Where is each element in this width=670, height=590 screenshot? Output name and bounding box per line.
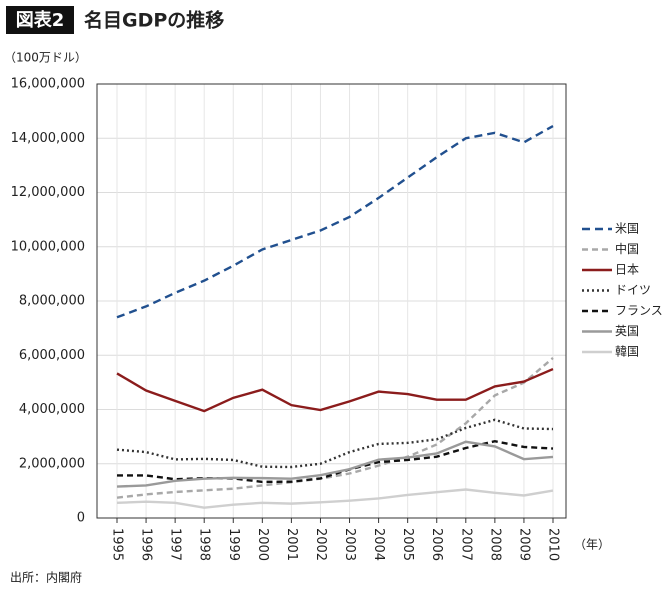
legend-label: フランス xyxy=(615,304,663,318)
badge-box xyxy=(6,6,74,34)
legend-label: 米国 xyxy=(615,222,639,236)
x-tick-label: 1996 xyxy=(139,528,154,561)
y-tick-label: 16,000,000 xyxy=(11,77,85,92)
source: 出所：内閣府 xyxy=(10,570,82,585)
series-line xyxy=(116,124,554,319)
y-tick-label: 0 xyxy=(77,511,85,526)
y-tick-label: 12,000,000 xyxy=(11,185,85,200)
x-tick-label: 2000 xyxy=(255,528,270,561)
chart-title: 名目GDPの推移 xyxy=(84,9,224,32)
y-unit: （100万ドル） xyxy=(4,51,87,65)
series-line xyxy=(116,440,554,488)
series-line xyxy=(116,357,554,499)
plot-frame xyxy=(96,83,567,519)
x-tick-label: 2010 xyxy=(546,528,561,561)
x-tick-label: 2009 xyxy=(516,528,531,561)
x-tick-label: 2005 xyxy=(400,528,415,561)
badge: 図表2 xyxy=(16,9,65,31)
legend-label: 日本 xyxy=(615,263,639,277)
y-tick-label: 6,000,000 xyxy=(19,348,85,363)
legend-label: ドイツ xyxy=(615,283,651,297)
x-tick-label: 2002 xyxy=(313,528,328,561)
legend-label: 中国 xyxy=(615,241,639,256)
x-tick-label: 2001 xyxy=(284,528,299,561)
y-tick-label: 4,000,000 xyxy=(19,402,85,417)
series-line xyxy=(116,367,554,413)
legend-label: 韓国 xyxy=(615,345,639,359)
x-tick-label: 2003 xyxy=(342,528,357,561)
series-line xyxy=(117,440,554,484)
series-line xyxy=(116,418,554,469)
x-tick-label: 2004 xyxy=(371,528,386,561)
x-tick-label: 1995 xyxy=(110,528,125,561)
y-tick-label: 14,000,000 xyxy=(11,131,85,146)
x-tick-label: 2008 xyxy=(487,528,502,561)
x-tick-label: 2006 xyxy=(429,528,444,561)
x-tick-label: 1998 xyxy=(197,528,212,561)
x-tick-label: 2007 xyxy=(458,528,473,561)
x-tick-label: 1997 xyxy=(168,528,183,561)
x-unit: （年） xyxy=(574,538,610,552)
y-tick-label: 10,000,000 xyxy=(11,239,85,254)
y-tick-label: 8,000,000 xyxy=(19,294,85,309)
y-tick-label: 2,000,000 xyxy=(19,456,85,471)
series-line xyxy=(116,488,554,509)
legend-label: 英国 xyxy=(615,324,639,338)
x-tick-label: 1999 xyxy=(226,528,241,561)
